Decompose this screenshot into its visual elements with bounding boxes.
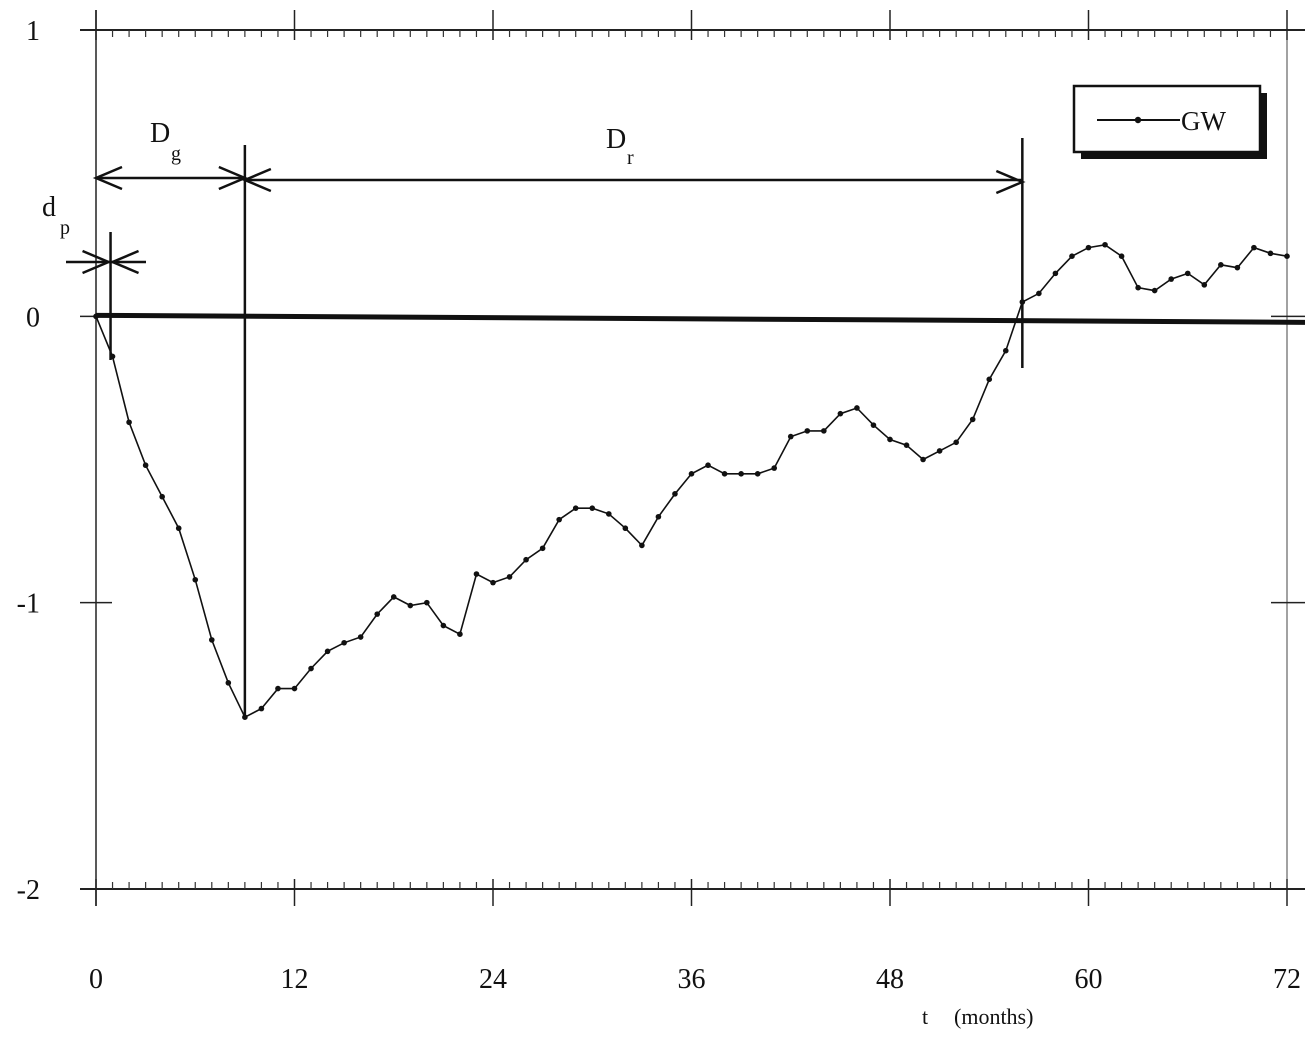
data-point [722,471,728,477]
zero-line [96,315,1305,322]
data-point [93,314,99,320]
annotation-3-main: D [606,124,626,155]
data-point [1235,265,1241,271]
data-point [656,514,662,520]
data-point [589,505,595,511]
data-point [1185,271,1191,277]
data-point [689,471,695,477]
data-point [639,543,645,549]
data-point [523,557,529,563]
data-point [887,437,893,443]
data-point [953,440,959,446]
data-point [1053,271,1059,277]
data-point [1168,276,1174,282]
data-point [424,600,430,606]
data-point [308,666,314,672]
y-tick-label: 0 [26,302,40,333]
annotation-2-sub: g [171,143,181,165]
data-point [871,422,877,428]
data-point [159,494,165,500]
data-point [176,525,182,531]
data-point [275,686,281,692]
data-point [259,706,265,712]
data-point [970,417,976,423]
data-point [209,637,215,643]
legend-marker [1135,117,1141,123]
data-point [573,505,579,511]
data-point [705,462,711,468]
data-point [457,631,463,637]
annotation-1-sub: p [60,217,70,239]
data-point [441,623,447,629]
annotation-3-sub: r [627,147,634,169]
data-point [1218,262,1224,268]
data-point [738,471,744,477]
x-tick-label: 0 [89,964,103,995]
tick-labels: 0 12 24 36 48 60 72 1 0 -1 -2 [17,16,1301,995]
data-point [507,574,513,580]
annotation-2-main: D [150,118,170,149]
data-point [788,434,794,440]
data-point [1086,245,1092,251]
data-point [192,577,198,583]
data-point [341,640,347,646]
data-point [374,611,380,617]
data-point [986,377,992,383]
data-point [1284,253,1290,259]
zero-baseline [96,315,1305,322]
data-point [804,428,810,434]
series-gw [93,242,1290,720]
data-point [1268,251,1274,257]
x-tick-label: 48 [876,964,904,995]
annotation-1-main: d [42,192,56,223]
y-tick-label: 1 [26,16,40,47]
x-tick-label: 60 [1075,964,1103,995]
data-point [1201,282,1207,288]
data-point [126,419,132,425]
data-point [937,448,943,454]
data-point [1003,348,1009,354]
data-point [854,405,860,411]
data-point [771,465,777,471]
data-point [540,545,546,551]
data-point [920,457,926,463]
x-axis-unit: (months) [954,1004,1033,1029]
data-point [623,525,629,531]
data-point [755,471,761,477]
x-tick-label: 24 [479,964,507,995]
data-point [556,517,562,523]
x-tick-label: 36 [678,964,706,995]
data-point [904,442,910,448]
data-point [672,491,678,497]
data-point [391,594,397,600]
data-point [1152,288,1158,294]
legend: GW [1074,86,1267,159]
data-point [490,580,496,586]
x-tick-label: 72 [1273,964,1301,995]
data-point [407,603,413,609]
data-point [1135,285,1141,291]
data-point [325,649,331,655]
data-point [474,571,480,577]
data-point [838,411,844,417]
data-point [821,428,827,434]
legend-label-gw: GW [1181,106,1226,136]
data-point [606,511,612,517]
y-tick-label: -1 [17,589,40,620]
data-point [226,680,232,686]
data-point [358,634,364,640]
data-point [1119,253,1125,259]
x-tick-label: 12 [281,964,309,995]
data-point [1251,245,1257,251]
data-point [143,462,149,468]
x-axis-label: t [922,1004,928,1029]
data-point [292,686,298,692]
data-point [1069,253,1075,259]
y-tick-label: -2 [17,875,40,906]
data-point [1102,242,1108,248]
dr-arrow-head-right [996,171,1022,193]
data-point [1036,291,1042,297]
